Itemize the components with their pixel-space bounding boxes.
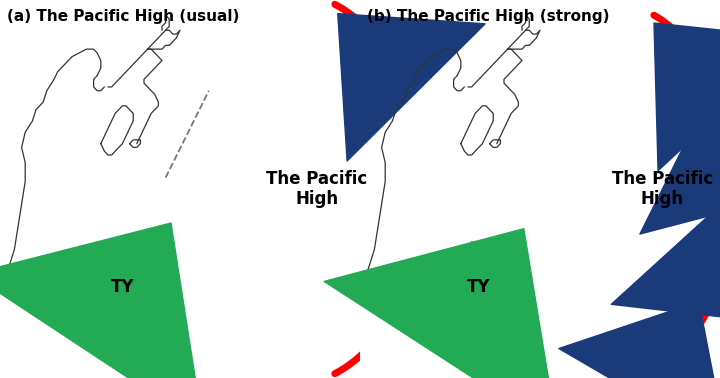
Text: The Pacific
High: The Pacific High [266, 170, 367, 208]
Text: TY: TY [467, 278, 490, 296]
Text: (a) The Pacific High (usual): (a) The Pacific High (usual) [7, 9, 240, 25]
Text: The Pacific
High: The Pacific High [612, 170, 713, 208]
Text: (b) The Pacific High (strong): (b) The Pacific High (strong) [367, 9, 610, 25]
Text: TY: TY [111, 278, 134, 296]
